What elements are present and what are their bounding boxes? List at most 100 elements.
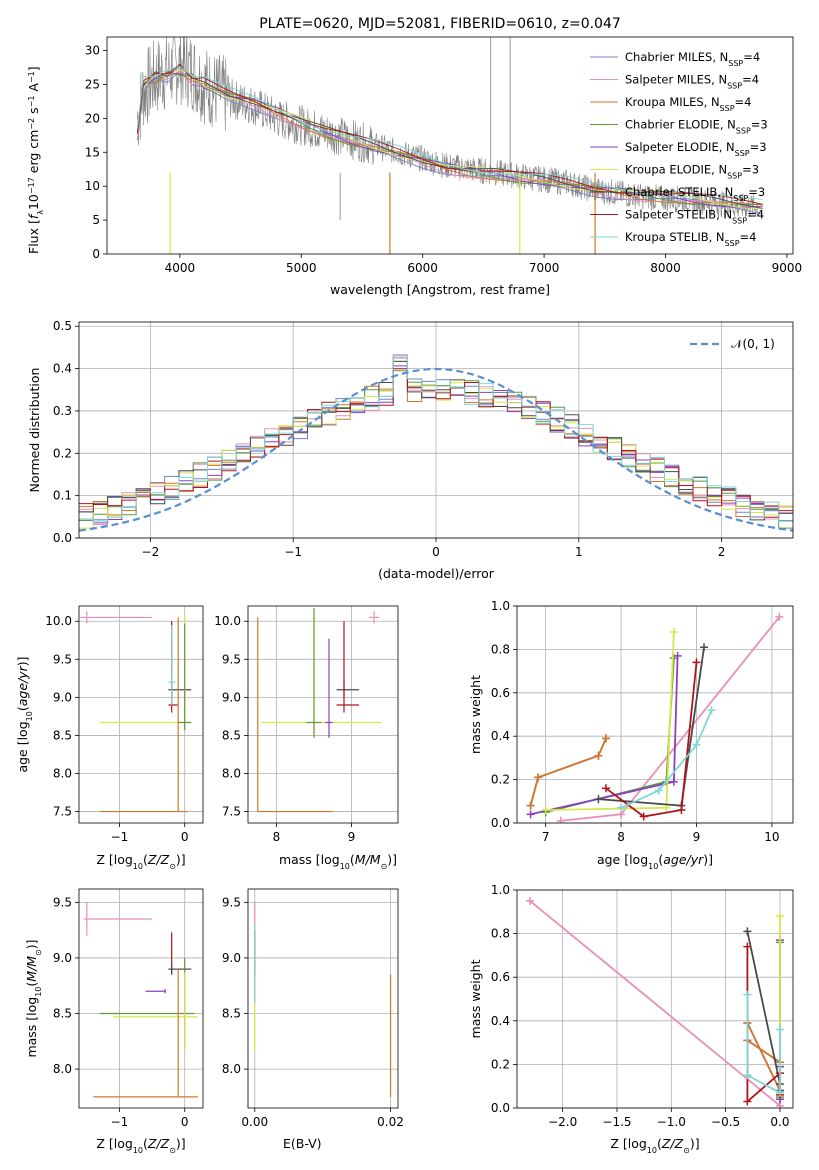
series-line — [617, 706, 716, 812]
x-tick-label: −1.5 — [602, 1115, 631, 1129]
error-cross — [336, 682, 359, 698]
x-tick-label: −2.0 — [548, 1115, 577, 1129]
axes-frame — [78, 605, 204, 824]
y-tick-label: 7.5 — [222, 805, 241, 819]
y-tick-label: 0.3 — [53, 404, 72, 418]
series-line — [526, 651, 682, 819]
y-tick-label: 0.4 — [491, 1014, 510, 1028]
y-tick-label: 30 — [85, 44, 100, 58]
x-tick-label: 8 — [617, 830, 625, 844]
y-tick-label: 8.5 — [53, 728, 72, 742]
data-point — [707, 706, 716, 715]
series-line — [743, 990, 784, 1097]
series-line — [526, 734, 610, 810]
series-path — [620, 709, 713, 809]
x-tick-label: 0 — [432, 545, 440, 559]
data-point — [743, 942, 752, 951]
data-point — [594, 795, 603, 804]
series-path — [545, 631, 675, 811]
y-tick-label: 0.8 — [491, 927, 510, 941]
x-tick-label: 1 — [575, 545, 583, 559]
y-tick-label: 8.5 — [222, 728, 241, 742]
error-cross — [336, 621, 359, 713]
data-point — [775, 1088, 784, 1097]
y-tick-label: 0.2 — [53, 446, 72, 460]
y-tick-label: 8.5 — [53, 1007, 72, 1021]
data-point — [743, 990, 752, 999]
chart-title: PLATE=0620, MJD=52081, FIBERID=0610, z=0… — [259, 16, 621, 32]
error-cross — [99, 617, 188, 813]
x-axis-label: E(B-V) — [283, 1136, 322, 1151]
y-tick-label: 25 — [85, 77, 100, 91]
y-axis-label: Flux [fλ10−17 erg cm−2 s−1 A−1] — [26, 66, 45, 254]
data-point — [669, 628, 678, 637]
x-tick-label: −2 — [142, 545, 160, 559]
x-axis-label: (data-model)/error — [378, 566, 495, 581]
data-point — [743, 1071, 752, 1080]
y-tick-label: 9.0 — [53, 690, 72, 704]
x-tick-label: 5000 — [286, 261, 317, 275]
x-axis-label: mass [log10(M/M⊙)] — [279, 852, 397, 871]
x-tick-label: 9000 — [772, 261, 803, 275]
series-line — [743, 927, 784, 1095]
plot-area — [526, 612, 784, 823]
y-tick-label: 8.0 — [222, 1062, 241, 1076]
series-path — [746, 1022, 781, 1091]
series-path — [746, 994, 781, 1095]
series-line — [526, 896, 784, 1108]
legend-label: Kroupa MILES, NSSP=4 — [625, 95, 751, 113]
y-tick-label: 0.2 — [491, 773, 510, 787]
y-tick-label: 0.2 — [491, 1057, 510, 1071]
y-tick-label: 9.0 — [222, 951, 241, 965]
axes-frame — [247, 888, 399, 1109]
legend-label: Salpeter ELODIE, NSSP=3 — [625, 140, 767, 158]
error-cross — [168, 963, 192, 975]
x-axis-label: Z [log10(Z/Z⊙)] — [96, 852, 185, 871]
legend-label: Chabrier ELODIE, NSSP=3 — [625, 118, 768, 136]
y-tick-label: 0.4 — [491, 729, 510, 743]
data-point — [775, 912, 784, 921]
error-cross — [80, 611, 153, 624]
legend-label: 𝒩(0, 1) — [731, 337, 775, 351]
axes-weight-vs-age: 7 8 9 10 0.0 0.2 0.4 0.6 0.8 1.0 — [491, 599, 794, 844]
axes-frame — [247, 605, 399, 824]
y-axis-label: mass [log10(M/M⊙)] — [24, 939, 43, 1057]
x-tick-label: 9 — [693, 830, 701, 844]
legend-label: Kroupa ELODIE, NSSP=3 — [625, 163, 759, 181]
axes-frame — [78, 321, 794, 539]
data-point — [669, 777, 678, 786]
data-point — [700, 643, 709, 652]
error-cross — [168, 625, 175, 705]
axes-spectrum: 4000 5000 6000 7000 8000 9000 0 5 10 15 20 25 30 — [85, 36, 803, 275]
data-point — [594, 751, 603, 760]
error-cross — [306, 608, 322, 738]
axes-mass-vs-Z: −1 0 8.0 8.5 9.0 9.5 — [53, 888, 204, 1129]
legend: 𝒩(0, 1) — [690, 337, 775, 351]
error-cross — [178, 623, 192, 731]
y-axis-label: age [log10(age/yr)] — [15, 656, 34, 772]
error-cross — [325, 638, 333, 738]
y-tick-label: 8.0 — [222, 767, 241, 781]
plot-area — [83, 902, 198, 1098]
y-tick-label: 0.1 — [53, 489, 72, 503]
series-path — [605, 662, 698, 818]
error-cross — [93, 969, 198, 1098]
y-axis-label: mass weight — [468, 675, 483, 754]
error-cross — [261, 608, 382, 738]
x-tick-label: −1 — [284, 545, 302, 559]
data-point — [556, 816, 565, 823]
x-axis-label: wavelength [Angstrom, rest frame] — [330, 282, 550, 297]
legend-label: Salpeter STELIB, NSSP=4 — [625, 208, 764, 226]
series-path — [529, 738, 607, 806]
series-line — [556, 612, 784, 823]
y-tick-label: 1.0 — [491, 883, 510, 897]
x-axis-label: age [log10(age/yr)] — [597, 852, 713, 871]
x-tick-label: 2 — [718, 545, 726, 559]
y-tick-label: 9.5 — [222, 895, 241, 909]
y-tick-label: 9.0 — [53, 951, 72, 965]
normal-reference-curve — [79, 367, 793, 532]
y-tick-label: 1.0 — [491, 599, 510, 613]
error-cross — [83, 902, 153, 936]
data-point — [639, 812, 648, 821]
series-path — [598, 647, 705, 807]
